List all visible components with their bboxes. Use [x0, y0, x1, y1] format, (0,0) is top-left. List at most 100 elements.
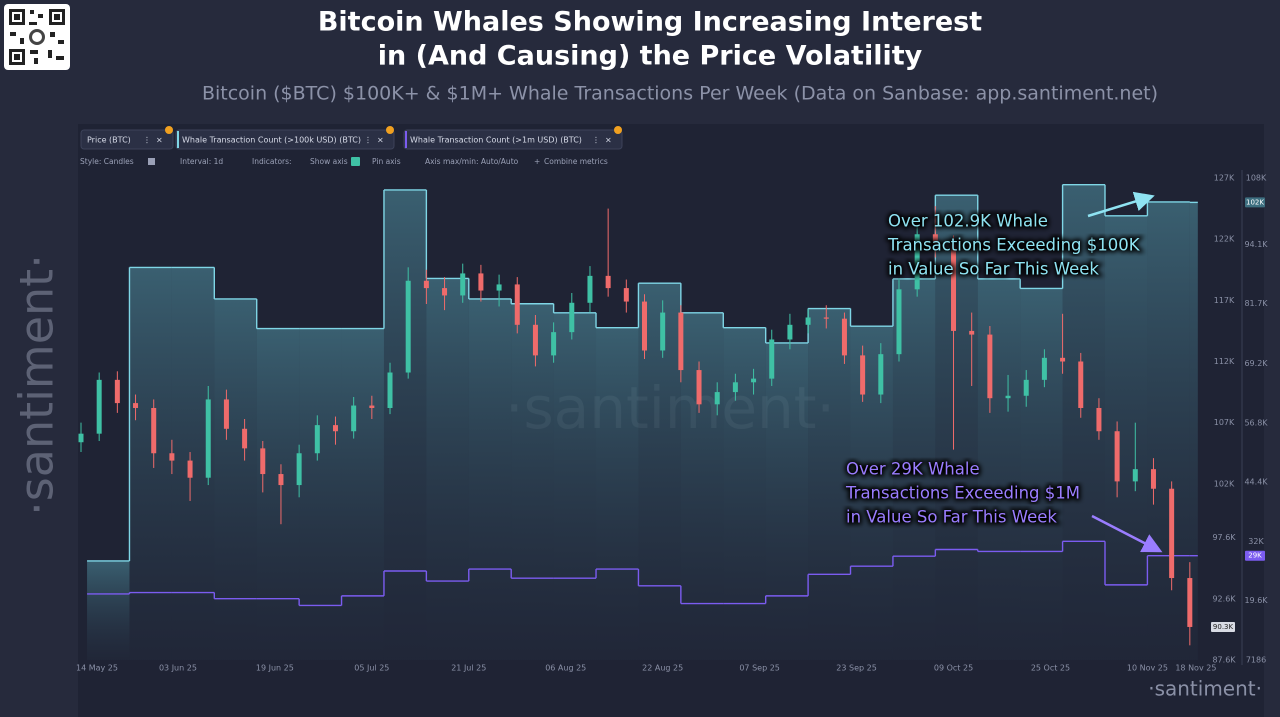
candle-body [860, 355, 866, 395]
area-step [256, 328, 300, 660]
area-step [383, 189, 427, 660]
candle-body [642, 301, 647, 351]
candle-body [332, 425, 338, 432]
x-tick-label: 23 Sep 25 [836, 664, 877, 673]
x-tick-label: 10 Nov 25 [1127, 664, 1168, 673]
combine-plus: + [534, 157, 540, 166]
area-step [1189, 202, 1198, 660]
candle-body [605, 275, 611, 289]
area-step [1147, 201, 1190, 661]
candle-body [623, 288, 629, 302]
candle-body [1132, 469, 1138, 482]
candle-body [169, 453, 175, 461]
chip-close: × [377, 136, 384, 145]
value-badge [1245, 550, 1265, 561]
area-step [808, 308, 851, 660]
candle-body [242, 428, 248, 449]
area-step [511, 303, 554, 660]
candle-body [569, 302, 575, 333]
area-step [1104, 215, 1148, 660]
annotation-text: Transactions Exceeding $100K [887, 236, 1141, 255]
candle-body [787, 324, 793, 340]
qr-code [4, 4, 70, 70]
chip-close: × [156, 136, 163, 145]
candle-body [260, 448, 266, 475]
candle-body [187, 460, 193, 478]
candle-body [932, 234, 938, 245]
candle-body [387, 372, 393, 408]
legend-label: Whale Transaction Count (>100k USD) (BTC… [182, 136, 361, 145]
candle-body [878, 354, 884, 395]
area-step [935, 195, 978, 660]
area-step [87, 560, 130, 660]
y-tick-label: 122K [1214, 235, 1235, 244]
area-step [468, 298, 512, 660]
y2-tick-label: 108K [1246, 174, 1267, 183]
y-tick-label: 97.6K [1212, 533, 1236, 542]
candle-body [460, 273, 466, 296]
toolbar-item: Interval: 1d [180, 157, 223, 166]
candle-body [278, 474, 284, 486]
y2-tick-label: 94.1K [1244, 240, 1268, 249]
candle-body [696, 370, 702, 405]
candle-body [678, 312, 684, 371]
y-tick-label: 117K [1214, 296, 1235, 305]
candle-body [732, 382, 738, 393]
legend-swatch [177, 131, 179, 148]
annotation-text: in Value So Far This Week [888, 260, 1099, 279]
chip-menu: ⋮ [364, 136, 372, 145]
price-badge-label: 90.3K [1213, 623, 1234, 631]
candle-body [1150, 469, 1156, 489]
candle-body [514, 284, 520, 325]
candle-body [1187, 578, 1193, 627]
annotation-arrow [1087, 191, 1155, 218]
value-badge-label: 102K [1246, 198, 1264, 206]
annotation-glow: Transactions Exceeding $100K [887, 236, 1141, 255]
chip-menu: ⋮ [143, 136, 151, 145]
candle-body [896, 289, 902, 355]
y2-tick-label: 32K [1248, 537, 1264, 546]
y-tick-label: 112K [1214, 357, 1235, 366]
x-tick-label: 21 Jul 25 [451, 664, 486, 673]
area-step [1020, 288, 1063, 660]
toolbar-item: Show axis [310, 157, 348, 166]
candle-body [496, 284, 502, 291]
annotation-text: in Value So Far This Week [846, 508, 1057, 527]
title-line: in (And Causing) the Price Volatility [378, 41, 923, 72]
x-tick-label: 25 Oct 25 [1031, 664, 1070, 673]
candle-body [551, 332, 557, 356]
area-step [129, 267, 172, 660]
candle-body [314, 425, 320, 454]
candle-body [841, 318, 847, 356]
style-swatch [148, 158, 155, 165]
toolbar-item: Axis max/min: Auto/Auto [425, 157, 519, 166]
area-step [299, 328, 342, 660]
candle-body [951, 244, 957, 331]
candle-body [769, 339, 775, 379]
toolbar-item: Indicators: [252, 157, 292, 166]
candle-body [96, 379, 102, 434]
annotation-glow: in Value So Far This Week [888, 260, 1099, 279]
y-tick-label: 102K [1214, 479, 1235, 488]
candle-body [478, 273, 484, 291]
x-tick-label: 09 Oct 25 [934, 664, 973, 673]
area-step [723, 327, 766, 660]
candle-body [969, 330, 975, 335]
annotation-glow: Over 29K Whale [846, 460, 980, 479]
toolbar-item: Combine metrics [544, 157, 608, 166]
legend-chip [403, 129, 623, 150]
title-line: Bitcoin Whales Showing Increasing Intere… [318, 7, 982, 38]
area-step [341, 328, 384, 660]
value-badge [1245, 197, 1265, 208]
show-axis-checkbox [351, 157, 360, 166]
x-tick-label: 05 Jul 25 [354, 664, 389, 673]
candle-body [1114, 431, 1120, 482]
y2-tick-label: 69.2K [1244, 359, 1268, 368]
candle-body [351, 405, 357, 432]
subtitle: Bitcoin ($BTC) $100K+ & $1M+ Whale Trans… [202, 83, 1158, 105]
x-tick-label: 06 Aug 25 [545, 664, 586, 673]
candle-body [296, 453, 302, 486]
annotation-arrow [1091, 514, 1163, 553]
candle-body [1060, 357, 1066, 362]
